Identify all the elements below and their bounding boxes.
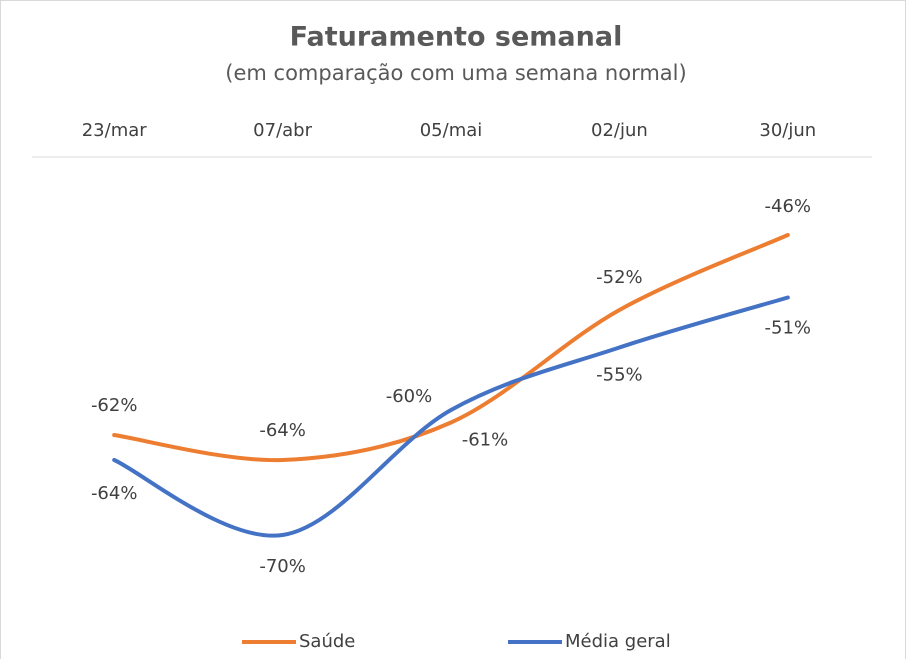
legend-label: Saúde	[299, 631, 355, 652]
x-tick-label: 05/mai	[420, 120, 483, 141]
x-tick-label: 07/abr	[253, 120, 312, 141]
chart-subtitle: (em comparação com uma semana normal)	[225, 61, 686, 85]
data-label: -64%	[91, 483, 138, 504]
data-label: -60%	[386, 386, 433, 407]
series-line	[112, 233, 790, 463]
data-label: -64%	[259, 420, 306, 441]
x-tick-label: 02/jun	[591, 120, 648, 141]
data-label: -51%	[765, 318, 812, 339]
series-line	[112, 295, 790, 538]
legend-label: Média geral	[565, 631, 671, 652]
x-tick-label: 30/jun	[759, 120, 816, 141]
chart-title: Faturamento semanal	[290, 22, 623, 53]
data-label: -61%	[462, 430, 509, 451]
x-tick-label: 23/mar	[82, 120, 148, 141]
data-label: -55%	[596, 365, 643, 386]
data-label: -70%	[259, 556, 306, 577]
data-label: -52%	[596, 267, 643, 288]
data-label: -46%	[765, 196, 812, 217]
data-label: -62%	[91, 395, 138, 416]
